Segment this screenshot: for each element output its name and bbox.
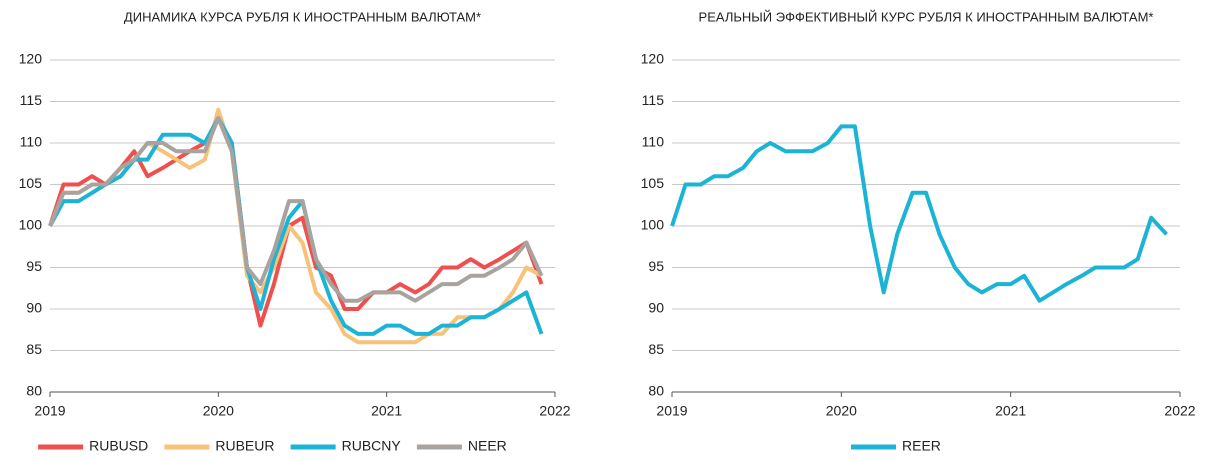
x-tick-label: 2019 xyxy=(656,403,687,419)
y-tick-label: 120 xyxy=(19,51,43,67)
y-tick-label: 120 xyxy=(641,51,665,67)
y-tick-label: 85 xyxy=(648,341,664,357)
x-tick-label: 2022 xyxy=(539,403,570,419)
y-tick-label: 80 xyxy=(648,383,664,399)
y-tick-label: 110 xyxy=(642,134,665,150)
x-tick-label: 2019 xyxy=(34,403,65,419)
legend-label: RUBEUR xyxy=(215,438,274,454)
y-tick-label: 115 xyxy=(20,92,43,108)
y-tick-label: 90 xyxy=(648,300,664,316)
x-tick-label: 2020 xyxy=(826,403,857,419)
y-tick-label: 80 xyxy=(26,383,42,399)
y-tick-label: 105 xyxy=(19,175,43,191)
legend-label: NEER xyxy=(468,438,507,454)
series-line xyxy=(48,116,544,328)
legend-label: RUBUSD xyxy=(89,438,148,454)
x-tick-label: 2020 xyxy=(203,403,234,419)
legend-label: RUBCNY xyxy=(342,438,402,454)
x-tick-label: 2021 xyxy=(371,403,402,419)
legend-label: REER xyxy=(902,438,941,454)
x-tick-label: 2022 xyxy=(1164,403,1195,419)
y-tick-label: 105 xyxy=(641,175,665,191)
x-tick-label: 2021 xyxy=(995,403,1026,419)
y-tick-label: 100 xyxy=(19,217,43,233)
y-tick-label: 85 xyxy=(26,341,42,357)
series-line xyxy=(48,116,544,303)
y-tick-label: 95 xyxy=(26,258,42,274)
y-tick-label: 115 xyxy=(642,92,665,108)
y-tick-label: 95 xyxy=(648,258,664,274)
y-tick-label: 100 xyxy=(641,217,665,233)
chart-title: ДИНАМИКА КУРСА РУБЛЯ К ИНОСТРАННЫМ ВАЛЮТ… xyxy=(124,9,481,24)
chart-title: РЕАЛЬНЫЙ ЭФФЕКТИВНЫЙ КУРС РУБЛЯ К ИНОСТР… xyxy=(699,9,1154,24)
y-tick-label: 110 xyxy=(20,134,43,150)
y-tick-label: 90 xyxy=(26,300,42,316)
series-line xyxy=(670,124,1168,303)
